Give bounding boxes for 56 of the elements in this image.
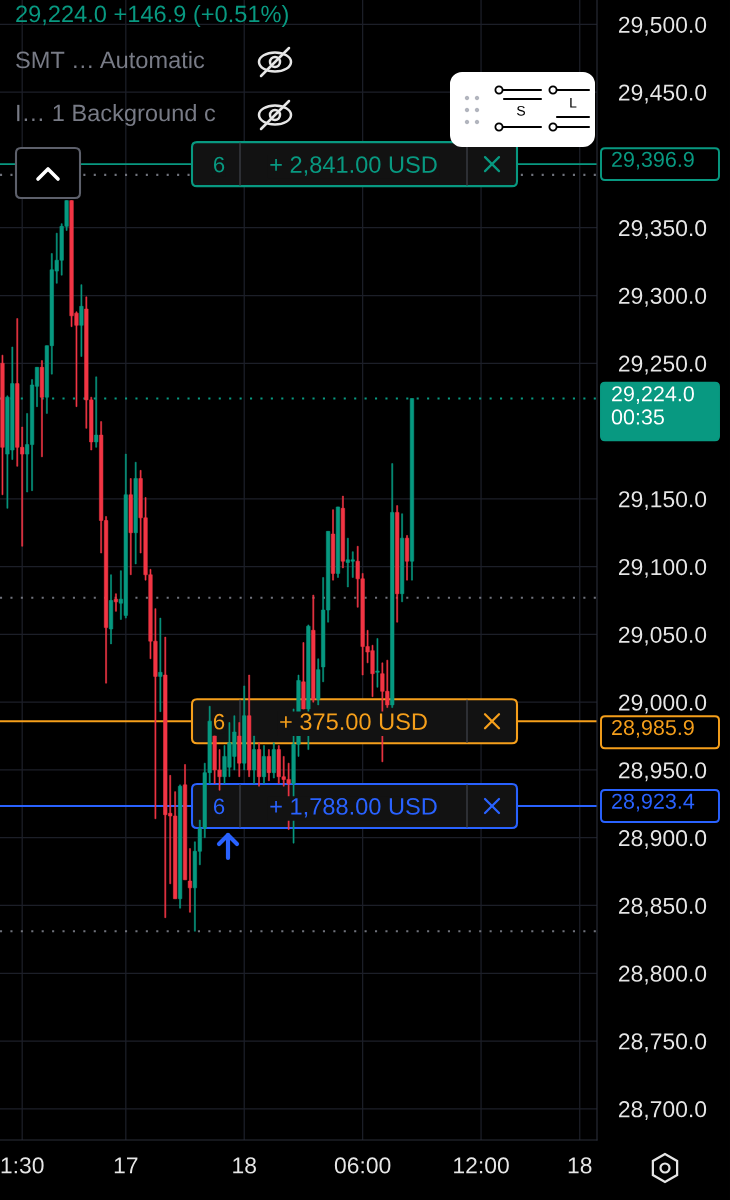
candlestick (271, 742, 276, 779)
candlestick (113, 593, 118, 612)
candlestick (158, 617, 163, 712)
y-tick-label: 28,800.0 (618, 965, 707, 985)
candlestick (79, 284, 84, 357)
y-tick-label: 29,000.0 (618, 694, 707, 714)
x-tick-label: 18 (568, 1157, 592, 1174)
x-tick-label: 17 (114, 1157, 138, 1174)
y-tick-label: 28,700.0 (618, 1101, 707, 1121)
candlestick (252, 735, 257, 784)
y-tick-label: 29,100.0 (618, 558, 707, 578)
ref-line-label: 29,396.9 (612, 151, 694, 170)
candlestick (128, 478, 133, 576)
annotation: 6 (213, 798, 225, 815)
candlestick (133, 461, 138, 565)
y-tick-label: 29,050.0 (618, 626, 707, 646)
candlestick (247, 674, 252, 777)
y-tick-label: 29,350.0 (618, 220, 707, 239)
candlestick (0, 354, 5, 496)
y-tick-label: 29,500.0 (618, 16, 707, 36)
candlestick (301, 642, 306, 710)
annotation: S (517, 105, 525, 116)
annotation: SMT … Automatic (16, 51, 205, 69)
candlestick (375, 638, 380, 688)
candlestick (400, 513, 405, 603)
annotation: + 375.00 USD (280, 713, 427, 731)
y-tick-label: 29,450.0 (618, 84, 707, 104)
candlestick (266, 749, 271, 782)
annotation: 6 (213, 713, 225, 730)
y-tick-label: 29,150.0 (618, 491, 707, 511)
x-tick-label: 1:30 (1, 1157, 44, 1174)
candlestick (242, 685, 247, 771)
candlestick (395, 505, 400, 623)
y-tick-label: 29,300.0 (618, 287, 707, 307)
ref-line-label: 29,224.0 00:35 (611, 386, 694, 425)
annotation: + 1,788.00 USD (270, 798, 437, 818)
annotation: + 2,841.00 USD (270, 156, 437, 176)
x-tick-label: 06:00 (334, 1157, 391, 1174)
y-tick-label: 28,900.0 (618, 830, 707, 849)
y-tick-label: 28,950.0 (618, 762, 707, 782)
candlestick (311, 594, 316, 703)
candlestick (390, 463, 395, 708)
annotation: 6 (213, 156, 225, 173)
y-tick-label: 28,850.0 (618, 897, 707, 917)
y-tick-label: 28,750.0 (618, 1033, 707, 1053)
candlestick (340, 495, 345, 569)
x-tick-label: 18 (233, 1157, 256, 1174)
y-tick-label: 29,250.0 (618, 355, 707, 375)
ref-line-label: 28,923.4 (612, 793, 695, 812)
x-tick-label: 12:00 (454, 1157, 509, 1174)
candlestick (39, 360, 44, 458)
chart-title: 29,224.0 +146.9 (+0.51%) (16, 5, 288, 27)
annotation: L (570, 98, 577, 108)
annotation: I… 1 Background c (17, 104, 216, 126)
candlestick (187, 848, 193, 913)
ref-line-label: 28,985.9 (612, 719, 694, 738)
